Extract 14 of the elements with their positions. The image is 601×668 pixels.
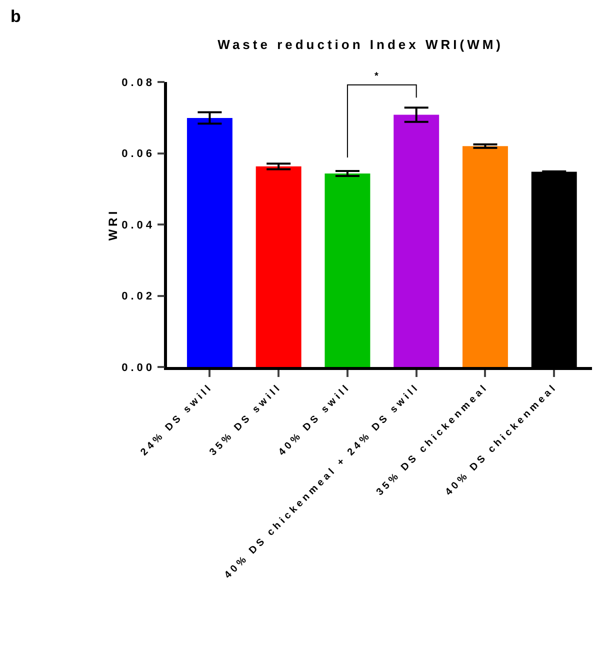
text: b bbox=[10, 7, 24, 26]
y-tick-label: 0.00 bbox=[122, 362, 156, 374]
bar bbox=[324, 174, 370, 367]
bar bbox=[256, 166, 302, 367]
bar bbox=[186, 118, 232, 367]
chart-title: Waste reduction Index WRI(WM) bbox=[218, 37, 504, 52]
y-tick-label: 0.06 bbox=[122, 148, 156, 160]
bar bbox=[394, 114, 440, 367]
y-tick-label: 0.02 bbox=[122, 290, 156, 303]
bar bbox=[462, 146, 508, 367]
y-axis-title: WRI bbox=[106, 208, 120, 241]
y-tick-label: 0.08 bbox=[122, 76, 156, 89]
y-tick-label: 0.04 bbox=[122, 219, 156, 232]
annotation: * bbox=[374, 71, 382, 82]
